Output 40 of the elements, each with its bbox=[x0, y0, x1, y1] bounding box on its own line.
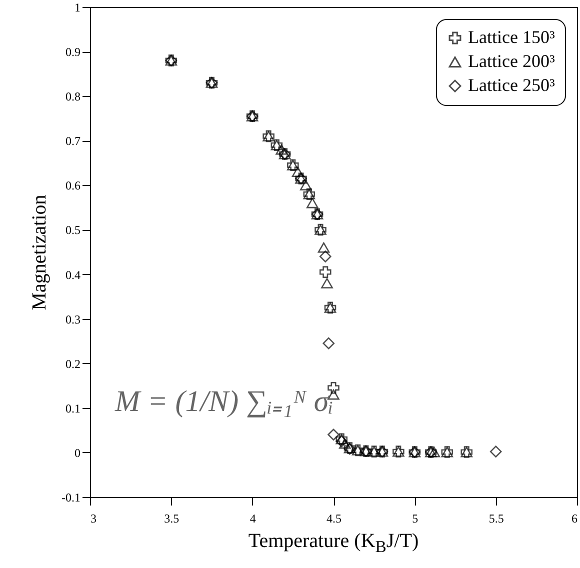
point bbox=[428, 446, 440, 458]
point bbox=[328, 428, 340, 441]
annotation: M = (1/N) ∑ᵢ₌₁ᴺ σᵢ bbox=[114, 385, 334, 418]
point bbox=[319, 266, 332, 278]
y-tick-label: 0 bbox=[74, 446, 80, 460]
point bbox=[300, 180, 312, 190]
point bbox=[490, 446, 502, 458]
point bbox=[318, 242, 330, 253]
y-tick-label: 0.4 bbox=[66, 268, 80, 282]
y-tick-label: 0.2 bbox=[66, 356, 80, 371]
x-tick-label: 3.5 bbox=[164, 512, 180, 526]
x-tick-label: 3 bbox=[90, 512, 96, 526]
x-tick-label: 6 bbox=[572, 512, 578, 526]
y-tick-label: 0.7 bbox=[66, 134, 80, 148]
point bbox=[336, 435, 348, 448]
point bbox=[292, 166, 304, 178]
point bbox=[319, 250, 332, 262]
x-tick-label: 5.5 bbox=[488, 512, 504, 526]
y-axis-title: Magnetization bbox=[28, 194, 51, 310]
y-tick-label: 0.8 bbox=[66, 90, 80, 104]
point bbox=[306, 198, 318, 208]
x-tick-label: 4.5 bbox=[326, 512, 342, 526]
point bbox=[328, 382, 340, 394]
x-tick-label: 4 bbox=[250, 512, 256, 526]
y-tick-label: 0.1 bbox=[66, 401, 80, 416]
point bbox=[321, 278, 333, 288]
legend-label: Lattice 200³ bbox=[468, 51, 556, 71]
y-tick-label: 1 bbox=[74, 0, 80, 14]
x-axis-title: Temperature (K$_{B}$J/T) bbox=[247, 530, 420, 557]
y-tick-label: 0.5 bbox=[66, 223, 80, 238]
legend-label: Lattice 150³ bbox=[468, 27, 556, 47]
y-tick-label: 0.9 bbox=[66, 45, 80, 60]
point bbox=[322, 337, 335, 350]
point bbox=[276, 144, 288, 155]
legend-label: Lattice 250³ bbox=[468, 75, 556, 95]
x-tick-label: 5 bbox=[412, 512, 418, 526]
point bbox=[338, 438, 351, 449]
y-tick-label: 0.3 bbox=[66, 312, 80, 326]
y-tick-label: 0.6 bbox=[66, 178, 80, 193]
y-tick-label: -0.1 bbox=[62, 490, 80, 504]
